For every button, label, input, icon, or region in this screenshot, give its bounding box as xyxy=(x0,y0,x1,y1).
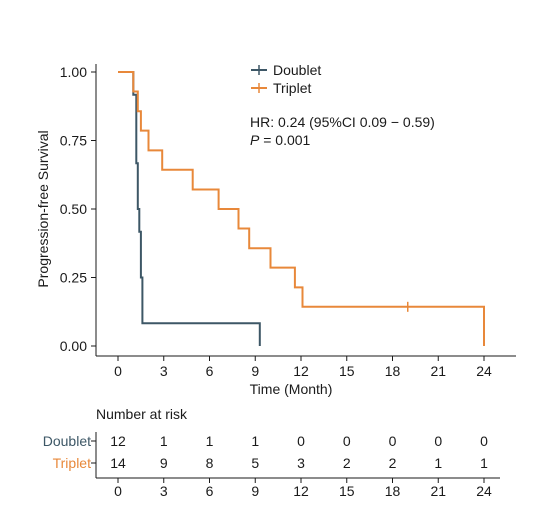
x-tick-label: 21 xyxy=(430,363,446,379)
risk-value-doublet: 12 xyxy=(110,433,126,449)
risk-value-triplet: 1 xyxy=(480,455,488,471)
p-value: = 0.001 xyxy=(259,132,310,148)
survival-curves xyxy=(118,71,485,346)
risk-value-triplet: 9 xyxy=(160,455,168,471)
y-ticks: 0.00 0.25 0.50 0.75 1.00 xyxy=(60,64,96,354)
risk-value-doublet: 0 xyxy=(480,433,488,449)
x-tick-label: 6 xyxy=(206,363,214,379)
x-tick-label: 0 xyxy=(114,363,122,379)
x-tick-label: 3 xyxy=(160,363,168,379)
risk-x-tick-label: 15 xyxy=(339,483,355,499)
curve-doublet xyxy=(118,71,261,346)
x-tick-label: 18 xyxy=(385,363,401,379)
curve-triplet xyxy=(118,71,485,346)
x-tick-label: 15 xyxy=(339,363,355,379)
y-tick-label: 0.75 xyxy=(60,133,87,149)
y-tick-label: 0.50 xyxy=(60,201,87,217)
risk-value-doublet: 0 xyxy=(434,433,442,449)
risk-table-title: Number at risk xyxy=(96,406,188,422)
risk-x-tick-label: 3 xyxy=(160,483,168,499)
risk-x-tick-label: 21 xyxy=(430,483,446,499)
risk-value-doublet: 1 xyxy=(160,433,168,449)
risk-value-triplet: 14 xyxy=(110,455,126,471)
risk-value-doublet: 0 xyxy=(343,433,351,449)
risk-value-triplet: 8 xyxy=(206,455,214,471)
p-label: P xyxy=(250,132,260,148)
hr-annotation: HR: 0.24 (95%CI 0.09 − 0.59) xyxy=(250,114,435,130)
risk-row-label-triplet: Triplet xyxy=(53,455,91,471)
risk-row-label-doublet: Doublet xyxy=(43,433,91,449)
risk-value-doublet: 1 xyxy=(206,433,214,449)
x-axis-title: Time (Month) xyxy=(250,381,333,397)
risk-value-doublet: 0 xyxy=(297,433,305,449)
legend: Doublet Triplet xyxy=(251,62,321,96)
x-tick-label: 12 xyxy=(293,363,309,379)
risk-value-triplet: 2 xyxy=(343,455,351,471)
legend-triplet-label: Triplet xyxy=(273,80,311,96)
y-tick-label: 0.00 xyxy=(60,338,87,354)
y-axis-title: Progression-free Survival xyxy=(35,130,51,287)
risk-value-triplet: 2 xyxy=(389,455,397,471)
legend-doublet-label: Doublet xyxy=(273,62,321,78)
risk-x-tick-label: 6 xyxy=(206,483,214,499)
x-ticks: 0 3 6 9 12 15 18 21 24 xyxy=(114,356,492,379)
risk-value-triplet: 3 xyxy=(297,455,305,471)
risk-table-values: 12 1 1 1 0 0 0 0 0 14 9 8 5 3 2 2 1 1 xyxy=(110,433,488,471)
risk-x-tick-label: 18 xyxy=(385,483,401,499)
y-tick-label: 1.00 xyxy=(60,64,87,80)
risk-value-triplet: 1 xyxy=(434,455,442,471)
p-annotation: P = 0.001 xyxy=(250,132,311,148)
x-tick-label: 24 xyxy=(476,363,492,379)
risk-x-tick-label: 24 xyxy=(476,483,492,499)
risk-value-doublet: 1 xyxy=(251,433,259,449)
x-tick-label: 9 xyxy=(251,363,259,379)
y-tick-label: 0.25 xyxy=(60,270,87,286)
risk-x-tick-label: 12 xyxy=(293,483,309,499)
risk-table-ticks: 0 3 6 9 12 15 18 21 24 xyxy=(91,440,492,499)
risk-x-tick-label: 0 xyxy=(114,483,122,499)
risk-value-doublet: 0 xyxy=(389,433,397,449)
risk-value-triplet: 5 xyxy=(251,455,259,471)
risk-x-tick-label: 9 xyxy=(251,483,259,499)
